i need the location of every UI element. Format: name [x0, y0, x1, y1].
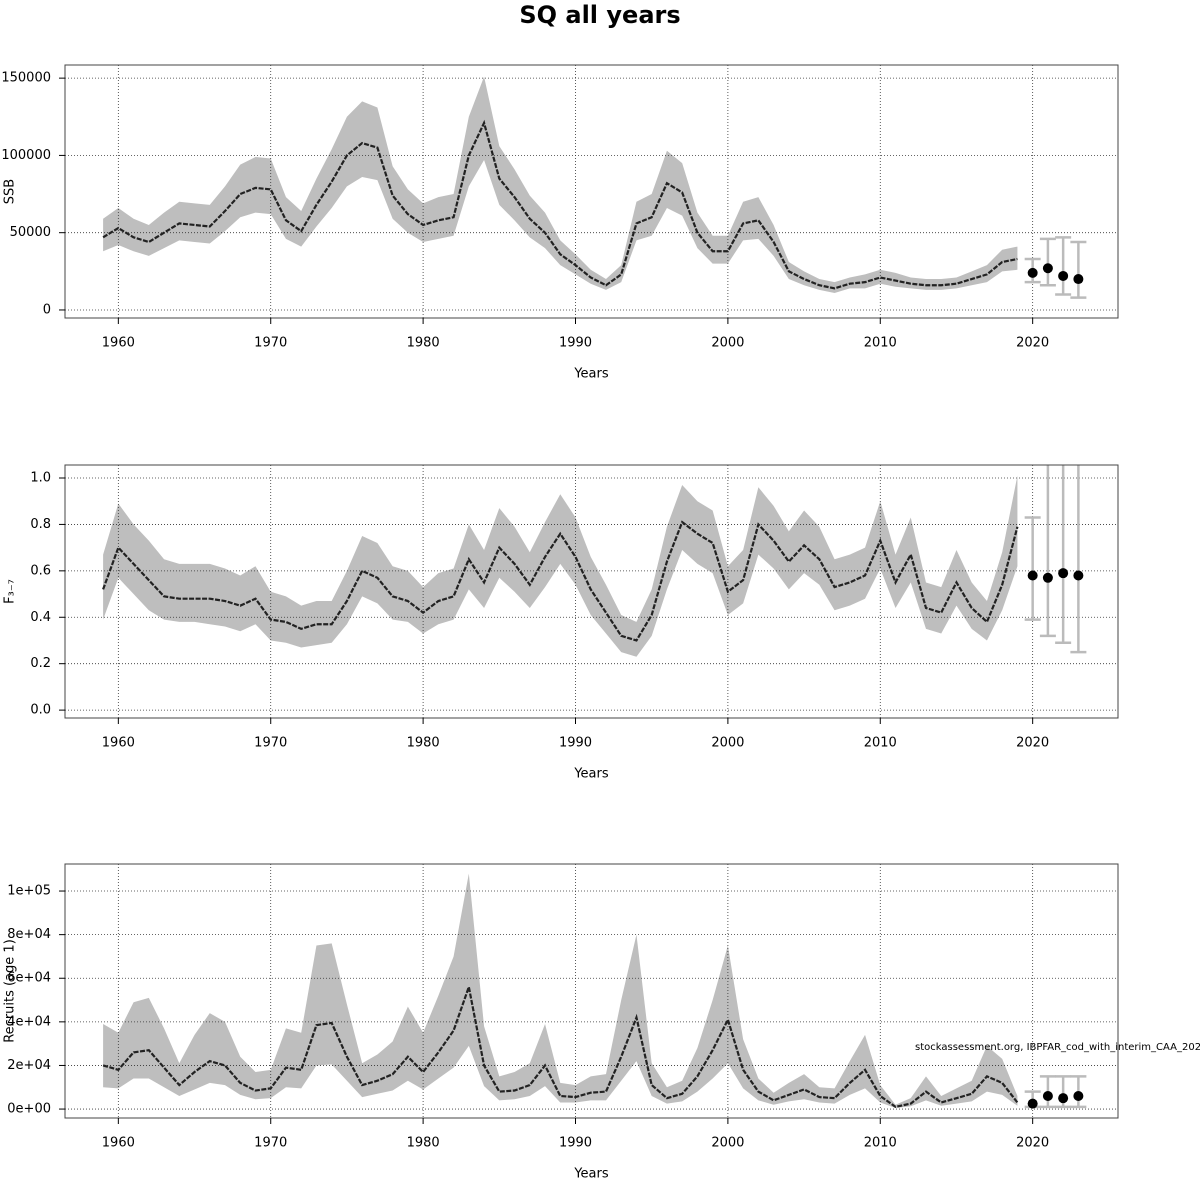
y-axis-label: SSB — [3, 179, 18, 204]
panel: 1960 1970 1980 1990 2000 2010 2020 0 50000 100000… — [1, 64, 1119, 382]
x-tick-label: 1980 — [407, 736, 440, 751]
x-tick-label: 2010 — [864, 736, 897, 751]
y-tick-label: 1e+05 — [7, 884, 51, 899]
panel: 1960 1970 1980 1990 2000 2010 2020 0e+00 2e+04 4e… — [3, 863, 1200, 1182]
annotation: stockassessment.org, IBPFAR_cod_with_int… — [915, 1042, 1200, 1053]
estimate-line — [102, 520, 1019, 642]
y-tick-label: 0.8 — [30, 517, 51, 532]
error-bar — [1024, 516, 1041, 621]
y-tick-label: 4e+04 — [7, 1014, 51, 1029]
y-tick-label: 100000 — [1, 148, 51, 163]
forecast-point — [1073, 1090, 1084, 1101]
y-tick-label: 2e+04 — [7, 1058, 51, 1073]
y-tick-label: 0e+00 — [7, 1102, 51, 1117]
x-tick-label: 2020 — [1016, 1136, 1049, 1151]
y-tick-label: 50000 — [10, 225, 51, 240]
x-tick-label: 1970 — [254, 736, 287, 751]
y-tick-label: 0.6 — [30, 563, 51, 578]
figure-title: SQ all years — [519, 1, 680, 29]
plot-frame — [64, 863, 1119, 1119]
forecast-point — [1027, 1098, 1038, 1109]
x-tick-label: 2000 — [711, 736, 744, 751]
x-tick-label: 1960 — [102, 736, 135, 751]
plot-frame — [64, 64, 1119, 319]
x-tick-label: 1990 — [559, 736, 592, 751]
x-tick-label: 1960 — [102, 1136, 135, 1151]
x-axis-label: Years — [573, 367, 609, 382]
error-bar — [1039, 237, 1056, 287]
x-tick-label: 1960 — [102, 336, 135, 351]
error-bar — [1070, 240, 1087, 299]
error-bar — [1055, 465, 1072, 645]
y-axis-label: F₃₋₇ — [3, 579, 18, 604]
forecast-point — [1027, 570, 1038, 581]
error-bar — [1039, 465, 1056, 638]
confidence-band — [103, 873, 1018, 1108]
x-tick-label: 1970 — [254, 336, 287, 351]
forecast-point — [1058, 568, 1069, 579]
y-tick-label: 0.4 — [30, 610, 51, 625]
y-tick-label: 0.0 — [30, 703, 51, 718]
y-tick-label: 6e+04 — [7, 971, 51, 986]
x-tick-label: 1970 — [254, 1136, 287, 1151]
y-tick-label: 0.2 — [30, 656, 51, 671]
forecast-point — [1058, 270, 1069, 281]
confidence-band — [103, 475, 1018, 657]
y-tick-label: 1.0 — [30, 470, 51, 485]
x-tick-label: 2020 — [1016, 336, 1049, 351]
y-tick-label: 8e+04 — [7, 927, 51, 942]
x-tick-label: 2010 — [864, 336, 897, 351]
forecast-point — [1073, 274, 1084, 285]
y-tick-label: 0 — [43, 302, 51, 317]
x-tick-label: 1990 — [559, 336, 592, 351]
x-axis-label: Years — [573, 1167, 609, 1182]
plot-frame — [64, 464, 1119, 719]
forecast-point — [1042, 263, 1053, 274]
x-tick-label: 1990 — [559, 1136, 592, 1151]
y-tick-label: 150000 — [1, 71, 51, 86]
error-bar — [1070, 465, 1087, 654]
forecast-point — [1042, 1090, 1053, 1101]
forecast-point — [1073, 570, 1084, 581]
forecast-point — [1058, 1093, 1069, 1104]
error-bar — [1055, 236, 1072, 296]
x-tick-label: 2020 — [1016, 736, 1049, 751]
x-axis-label: Years — [573, 767, 609, 782]
confidence-band — [103, 76, 1018, 293]
forecast-point — [1042, 572, 1053, 583]
x-tick-label: 2000 — [711, 1136, 744, 1151]
x-tick-label: 2000 — [711, 336, 744, 351]
x-tick-label: 1980 — [407, 336, 440, 351]
x-tick-label: 1980 — [407, 1136, 440, 1151]
forecast-point — [1027, 267, 1038, 278]
y-axis-label: Recruits (age 1) — [3, 939, 18, 1043]
x-tick-label: 2010 — [864, 1136, 897, 1151]
panel: 1960 1970 1980 1990 2000 2010 2020 0.0 0.2 0.4 0.6… — [3, 464, 1119, 782]
estimate-line — [102, 982, 1019, 1109]
estimate-line — [102, 119, 1018, 290]
